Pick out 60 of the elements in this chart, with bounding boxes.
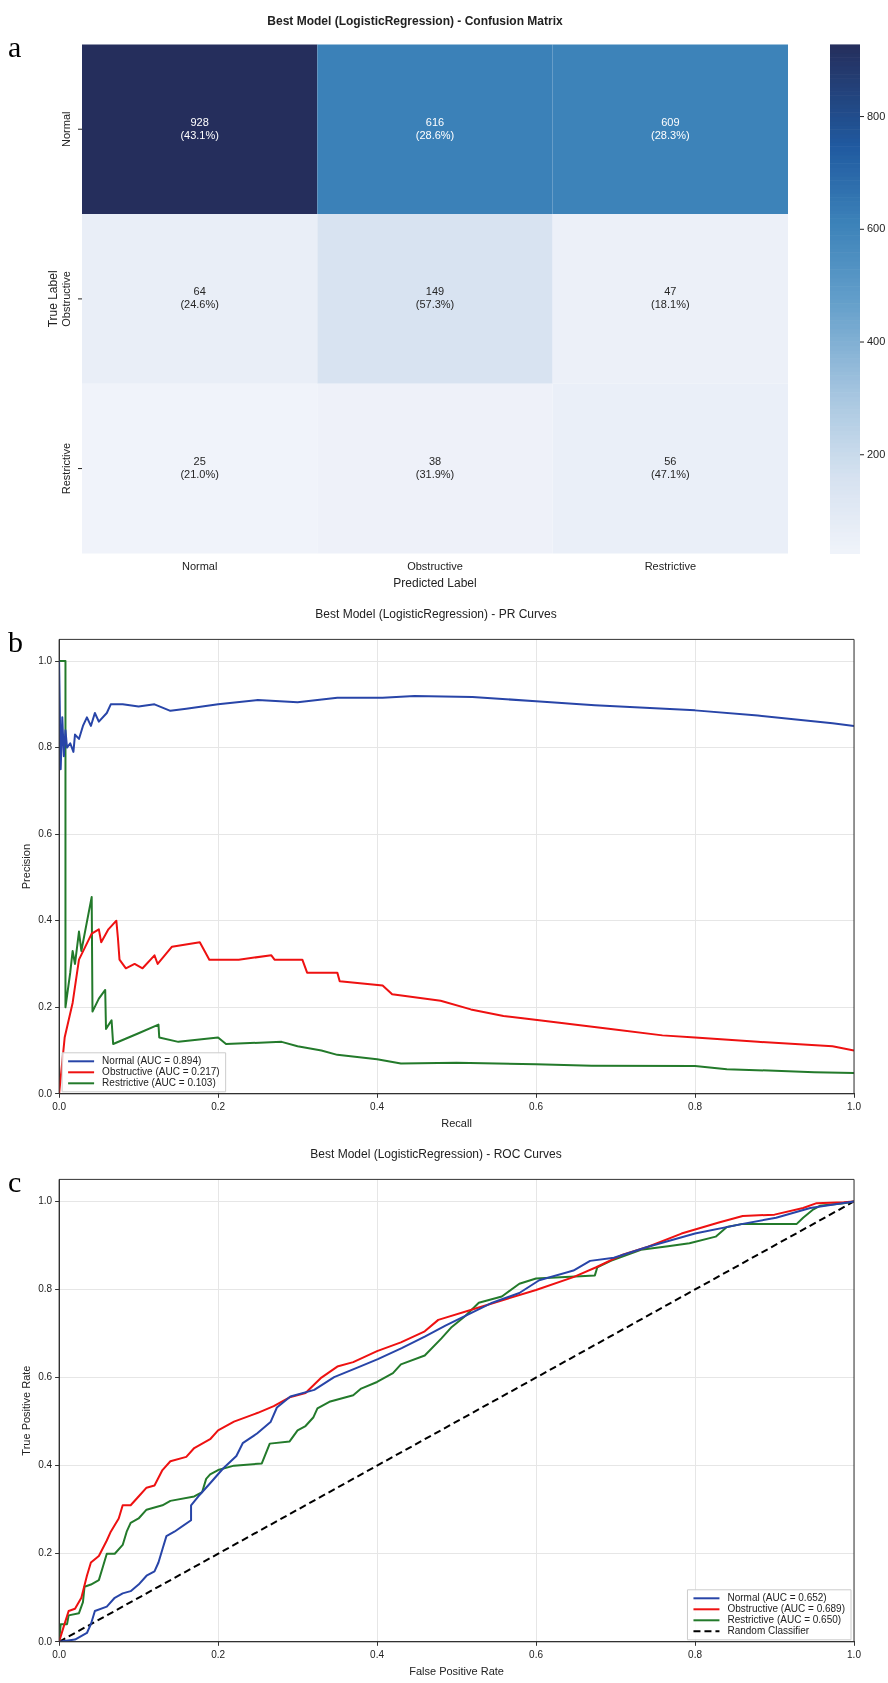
x-tick-label: Restrictive xyxy=(644,560,697,573)
x-tick-label: 1.0 xyxy=(847,1100,862,1112)
x-tick-label: 0.8 xyxy=(688,1100,703,1112)
y-tick-label: 0.2 xyxy=(38,1001,53,1012)
y-tick-label: 1.0 xyxy=(38,1195,53,1207)
y-tick-label: 0.4 xyxy=(38,1459,53,1471)
y-tick-label: 0.8 xyxy=(38,741,53,753)
color-bar-label: 600 xyxy=(867,222,886,235)
y-tick-label: 0.0 xyxy=(38,1635,53,1647)
y-tick-label: 1.0 xyxy=(38,654,53,666)
legend-label: Obstructive (AUC = 0.217) xyxy=(102,1066,220,1078)
x-tick-label: Obstructive xyxy=(407,560,463,573)
x-axis-title: Predicted Label xyxy=(393,576,477,591)
data-label: 149 (57.3%) xyxy=(415,285,455,311)
y-tick-label: Normal xyxy=(59,111,72,147)
x-tick-label: 0.8 xyxy=(688,1648,703,1660)
legend-label: Restrictive (AUC = 0.650) xyxy=(727,1614,842,1626)
y-tick-label: 0.6 xyxy=(38,827,53,839)
chart-title: Best Model (LogisticRegression) - Confusion Matrix xyxy=(267,13,563,28)
x-tick-label: 0.4 xyxy=(370,1100,385,1112)
legend-label: Obstructive (AUC = 0.689) xyxy=(727,1603,845,1615)
color-bar-label: 400 xyxy=(867,335,886,348)
x-tick-label: 0.2 xyxy=(211,1648,226,1660)
x-axis-title: Recall xyxy=(441,1117,472,1130)
legend-label: Random Classifier xyxy=(727,1625,810,1637)
text: c xyxy=(8,1165,22,1198)
data-label: 64 (24.6%) xyxy=(180,285,219,311)
data-label: 25 (21.0%) xyxy=(180,455,219,481)
data-label: 609 (28.3%) xyxy=(651,115,690,141)
legend-label: Normal (AUC = 0.894) xyxy=(102,1055,202,1067)
color-bar-label: 800 xyxy=(867,109,886,122)
legend-label: Restrictive (AUC = 0.103) xyxy=(102,1077,216,1089)
data-label: 38 (31.9%) xyxy=(415,455,455,481)
y-tick-label: 0.0 xyxy=(38,1087,53,1099)
x-axis-title: False Positive Rate xyxy=(409,1665,504,1678)
x-tick-label: Normal xyxy=(181,560,218,573)
data-label: 47 (18.1%) xyxy=(651,285,690,311)
y-tick-label: 0.4 xyxy=(38,914,53,926)
y-tick-label: 0.6 xyxy=(38,1371,53,1383)
y-axis-title: True Label xyxy=(45,270,60,328)
x-tick-label: 0.6 xyxy=(529,1648,544,1660)
chart-title: Best Model (LogisticRegression) - ROC Curves xyxy=(310,1146,562,1161)
text: a xyxy=(8,30,22,63)
x-tick-label: 1.0 xyxy=(847,1648,862,1660)
chart-title: Best Model (LogisticRegression) - PR Curves xyxy=(315,606,557,621)
legend-label: Normal (AUC = 0.652) xyxy=(727,1592,827,1604)
y-axis-title: True Positive Rate xyxy=(19,1365,32,1456)
x-tick-label: 0.2 xyxy=(211,1100,226,1112)
y-tick-label: Obstructive xyxy=(59,271,72,327)
x-tick-label: 0.6 xyxy=(529,1100,544,1112)
data-label: 56 (47.1%) xyxy=(651,455,690,481)
y-tick-label: 0.2 xyxy=(38,1547,53,1559)
data-label: 928 (43.1%) xyxy=(180,115,219,141)
data-label: 616 (28.6%) xyxy=(415,115,455,141)
y-tick-label: 0.8 xyxy=(38,1283,53,1295)
y-axis-title: Precision xyxy=(19,843,32,890)
color-bar-label: 200 xyxy=(867,447,886,460)
x-tick-label: 0.4 xyxy=(370,1648,385,1660)
y-tick-label: Restrictive xyxy=(59,442,72,495)
text: b xyxy=(8,625,23,658)
